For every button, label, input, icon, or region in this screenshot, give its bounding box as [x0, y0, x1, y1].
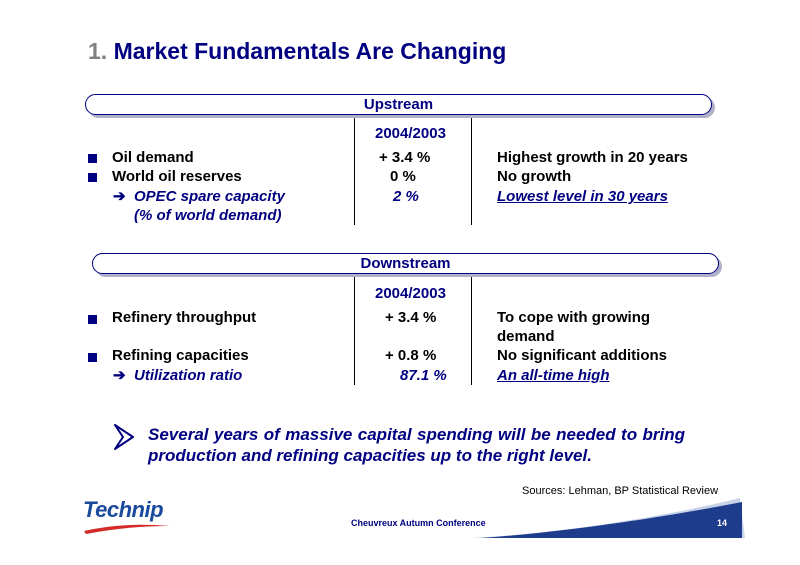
sources-note: Sources: Lehman, BP Statistical Review [522, 485, 719, 497]
row-label: Utilization ratio [134, 367, 243, 384]
arrow-right-icon: ➔ [113, 188, 126, 205]
downstream-divider-right [471, 277, 472, 385]
upstream-column-header: 2004/2003 [375, 125, 446, 142]
row-value: 2 % [393, 188, 419, 205]
downstream-divider-left [354, 277, 355, 385]
upstream-bar: Upstream [85, 94, 712, 115]
bullet-square [88, 315, 97, 324]
logo-text: Technip [83, 497, 164, 522]
bullet-square [88, 353, 97, 362]
row-label: Oil demand [112, 149, 194, 166]
conclusion-text: Several years of massive capital spendin… [148, 425, 685, 465]
row-comment-continued: demand [497, 328, 555, 345]
downstream-bar-label: Downstream [360, 255, 451, 272]
downstream-column-header: 2004/2003 [375, 285, 446, 302]
logo-swoosh [84, 524, 170, 534]
row-label: Refining capacities [112, 347, 249, 364]
row-comment: No significant additions [497, 347, 668, 364]
row-comment: Lowest level in 30 years [497, 188, 668, 205]
row-value: 0 % [390, 168, 416, 185]
row-comment: An all-time high [497, 367, 610, 384]
upstream-divider-right [471, 118, 472, 225]
arrow-right-icon: ➔ [113, 367, 126, 384]
upstream-divider-left [354, 118, 355, 225]
row-value: + 3.4 % [385, 309, 437, 326]
footer-conference: Cheuvreux Autumn Conference [351, 518, 486, 528]
title-number: 1. [88, 38, 108, 64]
upstream-bar-label: Upstream [363, 96, 434, 113]
row-comment: To cope with growing [497, 309, 651, 326]
row-value: 87.1 % [400, 367, 447, 384]
technip-logo: Technip [83, 497, 164, 523]
row-label: OPEC spare capacity [134, 188, 285, 205]
downstream-bar: Downstream [92, 253, 719, 274]
bullet-square [88, 154, 97, 163]
row-comment: Highest growth in 20 years [497, 149, 688, 166]
bullet-square [88, 173, 97, 182]
row-value: + 0.8 % [385, 347, 437, 364]
row-comment: No growth [497, 168, 572, 185]
row-label-continued: (% of world demand) [134, 207, 282, 224]
footer-wave [470, 498, 745, 538]
chevron-right-icon [114, 424, 134, 450]
row-label: World oil reserves [112, 168, 242, 185]
row-value: + 3.4 % [379, 149, 431, 166]
page-title: 1. Market Fundamentals Are Changing [88, 38, 506, 65]
title-text: Market Fundamentals Are Changing [113, 38, 507, 64]
row-label: Refinery throughput [112, 309, 257, 326]
page-number: 14 [717, 518, 728, 528]
